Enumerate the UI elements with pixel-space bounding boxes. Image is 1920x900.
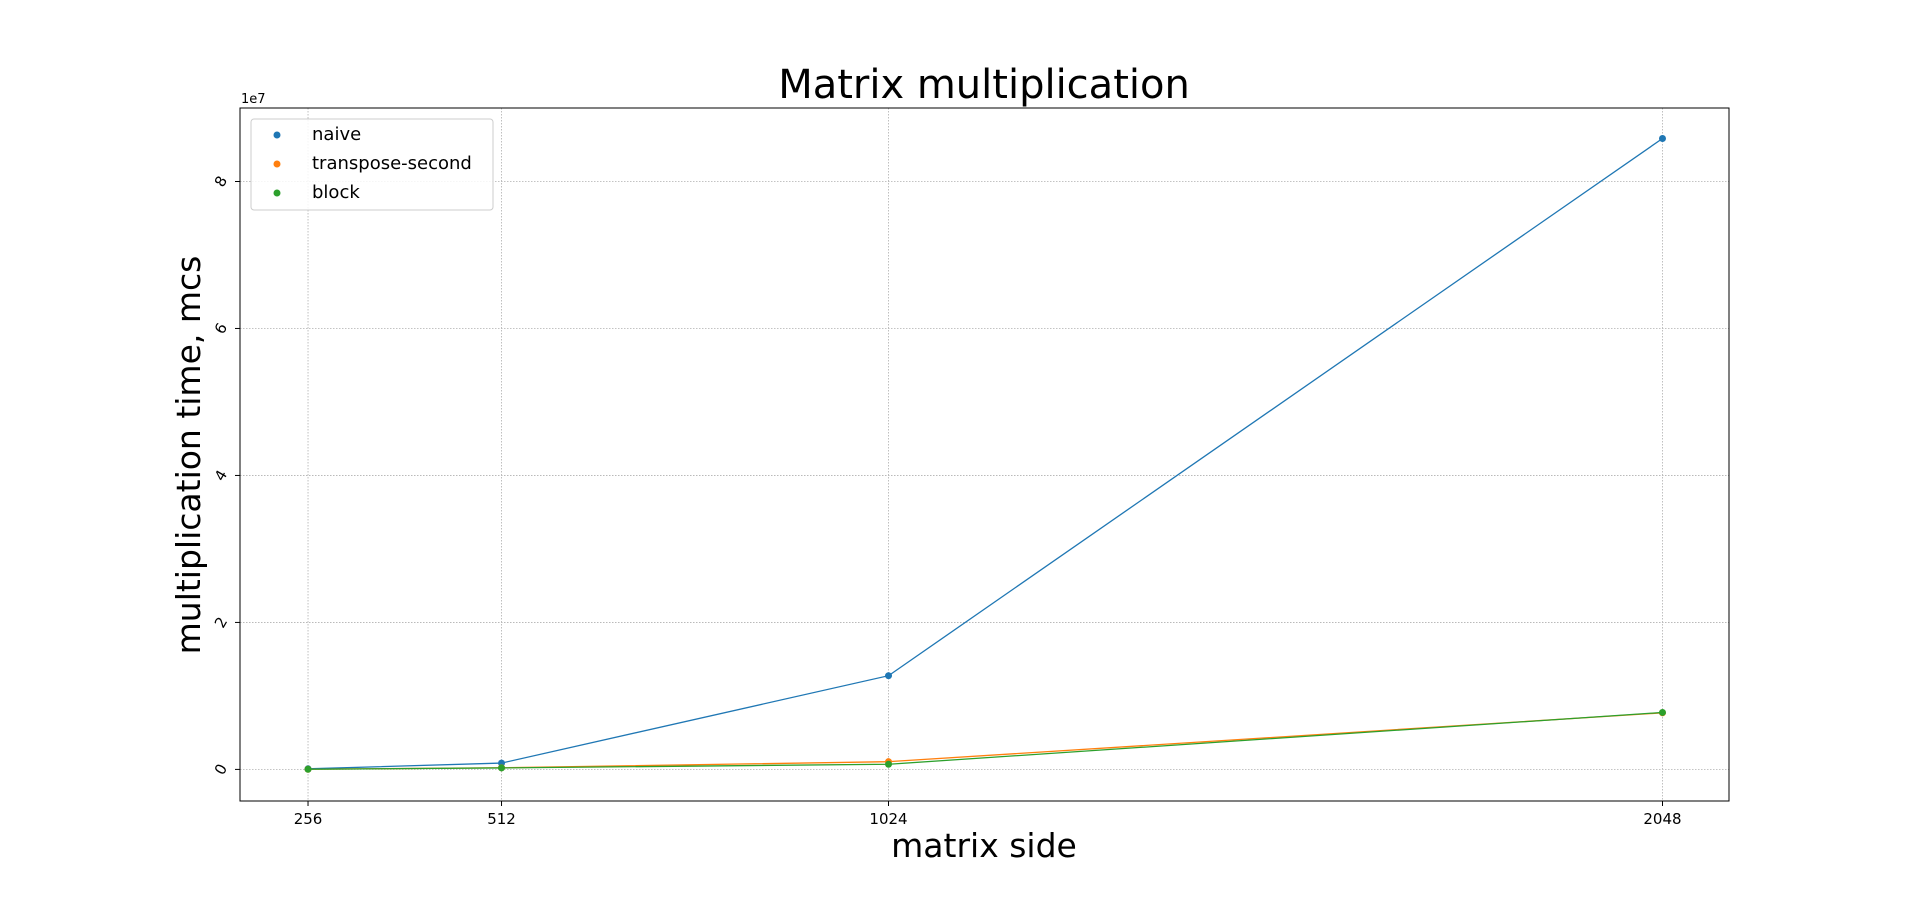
x-tick-label: 1024 [869, 810, 907, 828]
data-point-block [498, 764, 506, 772]
data-point-block [885, 760, 893, 768]
legend-label-naive: naive [312, 124, 361, 145]
x-tick-label: 2048 [1643, 810, 1681, 828]
data-point-naive [1658, 134, 1666, 142]
y-scale-label: 1e7 [241, 92, 266, 107]
plot-area-frame [239, 107, 1730, 802]
legend: naive transpose-second block [250, 118, 494, 211]
legend-marker-transpose-second [273, 160, 281, 168]
chart-title: Matrix multiplication [778, 62, 1190, 108]
data-point-block [304, 765, 312, 773]
x-tick-label: 512 [487, 810, 516, 828]
data-point-block [1658, 708, 1666, 716]
legend-label-block: block [312, 182, 360, 203]
x-axis-label: matrix side [891, 826, 1077, 865]
series-line-naive [308, 137, 1663, 770]
x-tick-label: 256 [294, 810, 323, 828]
grid-lines [240, 108, 1729, 801]
data-point-naive [885, 672, 893, 680]
legend-marker-naive [273, 131, 281, 139]
y-axis-label: multiplication time, mcs [169, 256, 208, 655]
series-line-block [308, 711, 1663, 770]
legend-marker-block [273, 189, 281, 197]
legend-label-transpose-second: transpose-second [312, 153, 472, 174]
legend-frame [250, 118, 494, 211]
data-series [304, 134, 1666, 773]
